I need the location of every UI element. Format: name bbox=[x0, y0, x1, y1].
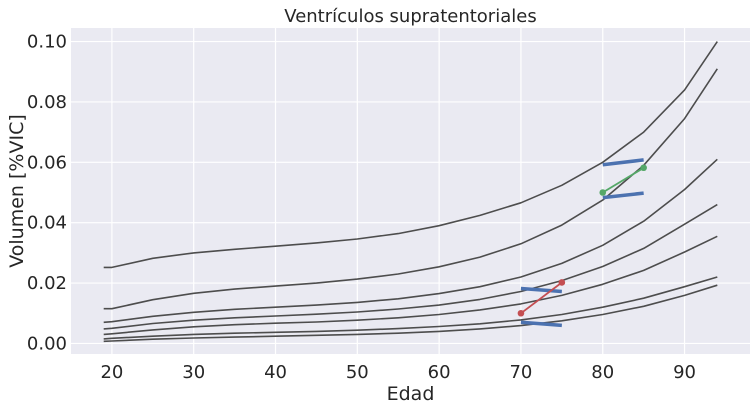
x-tick-labels: 20 30 40 50 60 70 80 90 bbox=[100, 362, 696, 383]
patient-line bbox=[520, 281, 563, 315]
y-tick-label: 0.06 bbox=[27, 152, 67, 173]
x-tick-label: 90 bbox=[673, 362, 696, 383]
percentile-curve bbox=[103, 284, 718, 343]
x-axis-label: Edad bbox=[387, 383, 435, 405]
patient-points bbox=[517, 164, 647, 317]
patient-point bbox=[599, 189, 607, 196]
trend-segment bbox=[520, 320, 562, 328]
x-tick-label: 20 bbox=[100, 362, 123, 383]
patient-line bbox=[602, 167, 645, 194]
x-tick-label: 50 bbox=[346, 362, 369, 383]
patient-point bbox=[517, 309, 525, 317]
grid bbox=[71, 28, 750, 354]
patient-point bbox=[640, 164, 647, 172]
y-tick-label: 0.04 bbox=[27, 213, 67, 234]
chart-title: Ventrículos supratentoriales bbox=[284, 6, 536, 27]
y-axis-label: Volumen [%VIC] bbox=[6, 114, 28, 268]
y-tick-label: 0.02 bbox=[27, 273, 67, 294]
trend-segments bbox=[520, 158, 644, 328]
y-tick-labels: 0.00 0.02 0.04 0.06 0.08 0.10 bbox=[27, 32, 67, 355]
trend-segment bbox=[602, 158, 644, 167]
percentile-curve bbox=[103, 276, 718, 340]
percentile-curve bbox=[103, 68, 718, 310]
trend-segment bbox=[520, 286, 562, 294]
percentile-curve bbox=[103, 235, 718, 336]
x-tick-label: 40 bbox=[264, 362, 287, 383]
x-tick-label: 80 bbox=[591, 362, 614, 383]
y-tick-label: 0.00 bbox=[27, 333, 67, 354]
x-tick-label: 30 bbox=[182, 362, 205, 383]
x-tick-label: 60 bbox=[428, 362, 451, 383]
percentile-curve bbox=[103, 41, 718, 269]
percentile-curve bbox=[103, 158, 718, 324]
trend-segment bbox=[602, 191, 644, 200]
y-tick-label: 0.10 bbox=[27, 32, 67, 53]
patient-point bbox=[558, 279, 566, 286]
y-tick-label: 0.08 bbox=[27, 92, 67, 113]
percentile-curve bbox=[103, 203, 718, 330]
percentile-curves bbox=[103, 41, 718, 343]
x-tick-label: 70 bbox=[509, 362, 532, 383]
